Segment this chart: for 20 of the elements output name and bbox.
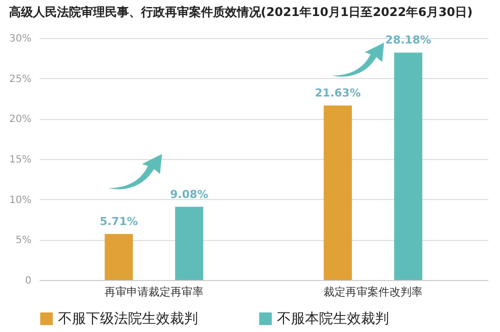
bar: [175, 206, 204, 280]
data-label: 5.71%: [100, 214, 138, 228]
data-label: 21.63%: [314, 86, 361, 100]
x-tick-label: 再审申请裁定再审率: [104, 286, 204, 298]
chart-title: 高级人民法院审理民事、行政再审案件质效情况(2021年10月1日至2022年6月30日): [8, 5, 473, 19]
y-tick-label: 30%: [9, 34, 32, 44]
bar: [104, 234, 133, 280]
legend-label: 不服本院生效裁判: [277, 310, 389, 327]
y-tick-label: 25%: [9, 74, 32, 85]
y-tick-label: 20%: [9, 114, 32, 126]
bar: [324, 106, 352, 280]
data-label: 9.08%: [170, 188, 208, 201]
y-tick-label: 5%: [16, 235, 32, 246]
x-tick-label: 裁定再审案件改判率: [324, 286, 423, 298]
y-tick-label: 10%: [9, 194, 32, 206]
bar: [394, 52, 422, 280]
legend-label: 不服下级法院生效裁判: [58, 310, 198, 327]
y-tick-label: 0: [25, 276, 32, 286]
y-tick-label: 15%: [9, 154, 32, 166]
data-label: 28.18%: [385, 34, 432, 47]
